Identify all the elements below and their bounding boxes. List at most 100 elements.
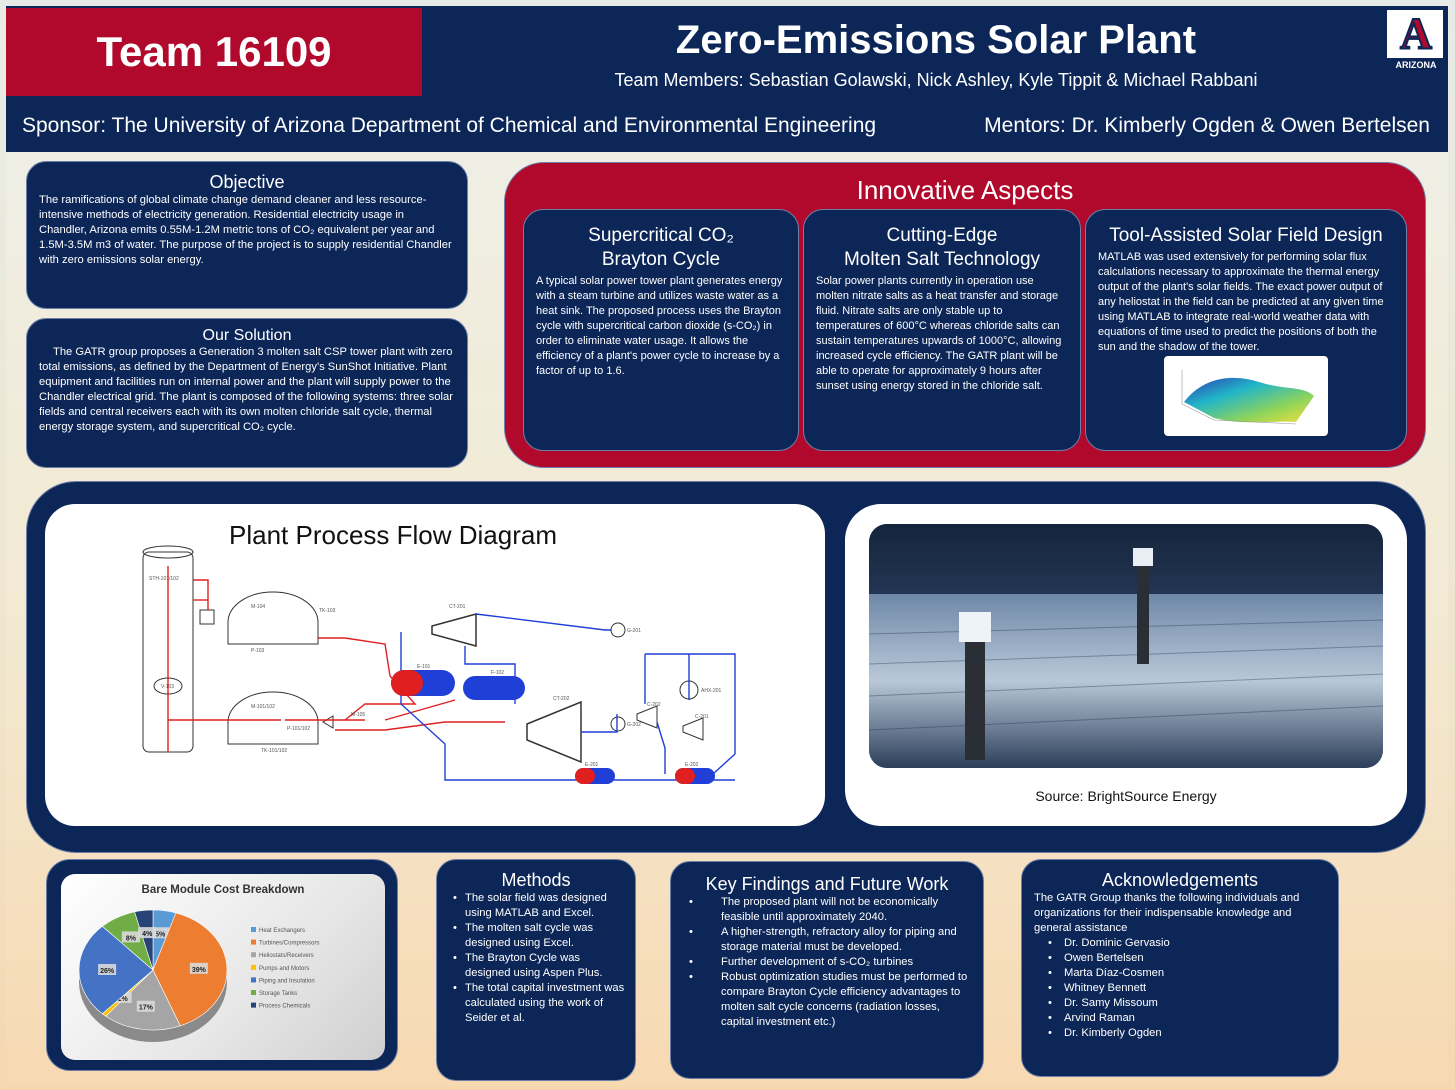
- solution-title: Our Solution: [202, 327, 292, 344]
- brayton-title-1: Supercritical CO₂: [588, 225, 734, 246]
- solar-field-title: Tool-Assisted Solar Field Design: [1109, 225, 1383, 246]
- legend-label-0: Heat Exchangers: [259, 928, 305, 934]
- list-item: Robust optimization studies must be perf…: [681, 970, 973, 1030]
- list-item: Marta Díaz-Cosmen: [1034, 966, 1326, 981]
- legend-label-4: Piping and Insulation: [259, 978, 315, 984]
- pie-label-4: 26%: [98, 964, 117, 975]
- svg-text:17%: 17%: [139, 1005, 154, 1012]
- list-item: A higher-strength, refractory alloy for …: [681, 925, 973, 955]
- objective-panel: Objective The ramifications of global cl…: [26, 161, 468, 309]
- list-item: The molten salt cycle was designed using…: [447, 921, 625, 951]
- label-sth: STH-101/102: [149, 576, 179, 582]
- label-ct202: CT-202: [553, 696, 570, 702]
- findings-list: The proposed plant will not be economica…: [681, 895, 973, 1030]
- innovative-title: Innovative Aspects: [856, 175, 1074, 205]
- mentors: Mentors: Dr. Kimberly Ogden & Owen Berte…: [984, 114, 1430, 137]
- acknowledgements-panel: Acknowledgements The GATR Group thanks t…: [1021, 859, 1339, 1077]
- objective-body: The ramifications of global climate chan…: [39, 194, 452, 266]
- legend-label-2: Heliostats/Receivers: [259, 953, 314, 959]
- matlab-surface-plot: [1164, 356, 1328, 436]
- innovation-molten-salt: Cutting-Edge Molten Salt Technology Solar…: [803, 209, 1081, 451]
- list-item: Dr. Samy Missoum: [1034, 996, 1326, 1011]
- label-ct201: CT-201: [449, 604, 466, 610]
- list-item: The solar field was designed using MATLA…: [447, 891, 625, 921]
- poster-title: Zero-Emissions Solar Plant: [675, 18, 1197, 62]
- label-ahx: AHX-201: [701, 688, 722, 694]
- label-v103: V-103: [161, 684, 174, 690]
- photo-source: Source: BrightSource Energy: [1035, 788, 1217, 804]
- label-c201: C-201: [695, 714, 709, 720]
- label-m101: M-101/102: [251, 704, 275, 710]
- label-tk101: TK-101/102: [261, 748, 287, 754]
- cost-chart-panel: Bare Module Cost Breakdown 5% 39% 17% 1% 26%…: [46, 859, 398, 1071]
- solar-tower-photo: [869, 524, 1383, 768]
- solar-field-body: MATLAB was used extensively for performi…: [1098, 251, 1384, 353]
- label-p101: P-101/102: [287, 726, 310, 732]
- label-g202: G-202: [627, 722, 641, 728]
- sponsor: Sponsor: The University of Arizona Depar…: [22, 114, 877, 137]
- label-f102: F-102: [491, 670, 504, 676]
- methods-title: Methods: [501, 870, 571, 890]
- salt-title-2: Molten Salt Technology: [843, 249, 1041, 270]
- legend-swatch-5: [251, 990, 256, 995]
- logo-text: ARIZONA: [1387, 58, 1445, 72]
- innovation-brayton: Supercritical CO₂ Brayton Cycle A typical…: [523, 209, 799, 451]
- svg-text:1%: 1%: [118, 996, 129, 1003]
- list-item: Owen Bertelsen: [1034, 951, 1326, 966]
- list-item: Dr. Dominic Gervasio: [1034, 936, 1326, 951]
- list-item: Arvind Raman: [1034, 1011, 1326, 1026]
- cost-chart-title: Bare Module Cost Breakdown: [141, 884, 305, 896]
- label-p103: P-103: [251, 648, 265, 654]
- photo-panel: Source: BrightSource Energy: [845, 504, 1407, 826]
- svg-text:5%: 5%: [155, 931, 166, 938]
- solution-body: The GATR group proposes a Generation 3 m…: [39, 346, 453, 433]
- brayton-body: A typical solar power tower plant genera…: [536, 275, 783, 377]
- ack-title: Acknowledgements: [1101, 870, 1259, 890]
- pie-svg: 5% 39% 17% 1% 26% 8% 4% Heat Exchangers Turbines…: [78, 909, 319, 1042]
- label-e202: E-202: [685, 762, 699, 768]
- header-banner: Team 16109 Zero-Emissions Solar Plant Te…: [6, 6, 1448, 96]
- label-m104: M-104: [251, 604, 265, 610]
- legend-swatch-3: [251, 964, 256, 970]
- pie-slice-6: [134, 909, 154, 971]
- legend-swatch-0: [251, 927, 256, 932]
- salt-body: Solar power plants currently in operatio…: [816, 275, 1062, 392]
- svg-text:8%: 8%: [126, 935, 137, 942]
- sponsor-bar: Sponsor: The University of Arizona Depar…: [6, 96, 1448, 152]
- methods-panel: Methods The solar field was designed usi…: [436, 859, 636, 1081]
- pie-slice-2: [105, 969, 181, 1031]
- list-item: The total capital investment was calcula…: [447, 981, 625, 1026]
- team-number: Team 16109: [6, 8, 422, 96]
- poster: Team 16109 Zero-Emissions Solar Plant Te…: [6, 6, 1448, 1086]
- label-tk103: TK-103: [319, 608, 336, 614]
- university-logo: A ARIZONA: [1386, 9, 1445, 72]
- svg-text:26%: 26%: [100, 968, 115, 975]
- pie-label-0: 5%: [151, 927, 170, 939]
- list-item: Whitney Bennett: [1034, 981, 1326, 996]
- pie-label-5: 8%: [121, 931, 140, 943]
- ack-list: Dr. Dominic Gervasio Owen Bertelsen Mart…: [1034, 936, 1326, 1041]
- legend-label-1: Turbines/Compressors: [259, 941, 319, 947]
- legend-label-5: Storage Tanks: [259, 991, 297, 997]
- legend-label-3: Pumps and Motors: [259, 966, 309, 972]
- innovation-solar-field: Tool-Assisted Solar Field Design MATLAB …: [1085, 209, 1407, 451]
- pie-label-1: 39%: [189, 962, 208, 974]
- innovative-panel: Innovative Aspects Supercritical CO₂ Bray…: [504, 162, 1426, 468]
- legend-label-6: Process Chemicals: [259, 1004, 310, 1010]
- label-e101: E-101: [417, 664, 431, 670]
- objective-title: Objective: [209, 172, 285, 192]
- label-c202: C-202: [647, 702, 661, 708]
- pfd-drawing: STH-101/102 V-103 M-104 TK-103 P-103 M-1…: [142, 545, 736, 784]
- solution-panel: Our Solution The GATR group proposes a G…: [26, 318, 468, 468]
- list-item: The Brayton Cycle was designed using Asp…: [447, 951, 625, 981]
- pie-label-2: 17%: [136, 1000, 155, 1012]
- cost-chart: Bare Module Cost Breakdown 5% 39% 17% 1% 26%…: [61, 874, 385, 1060]
- svg-text:39%: 39%: [192, 967, 207, 974]
- findings-title: Key Findings and Future Work: [705, 874, 949, 894]
- methods-list: The solar field was designed using MATLA…: [447, 891, 625, 1026]
- legend-swatch-4: [251, 977, 256, 983]
- team-members: Team Members: Sebastian Golawski, Nick A…: [614, 70, 1258, 90]
- legend-swatch-2: [251, 952, 256, 958]
- label-e201: E-201: [585, 762, 599, 768]
- ack-intro: The GATR Group thanks the following indi…: [1034, 892, 1300, 934]
